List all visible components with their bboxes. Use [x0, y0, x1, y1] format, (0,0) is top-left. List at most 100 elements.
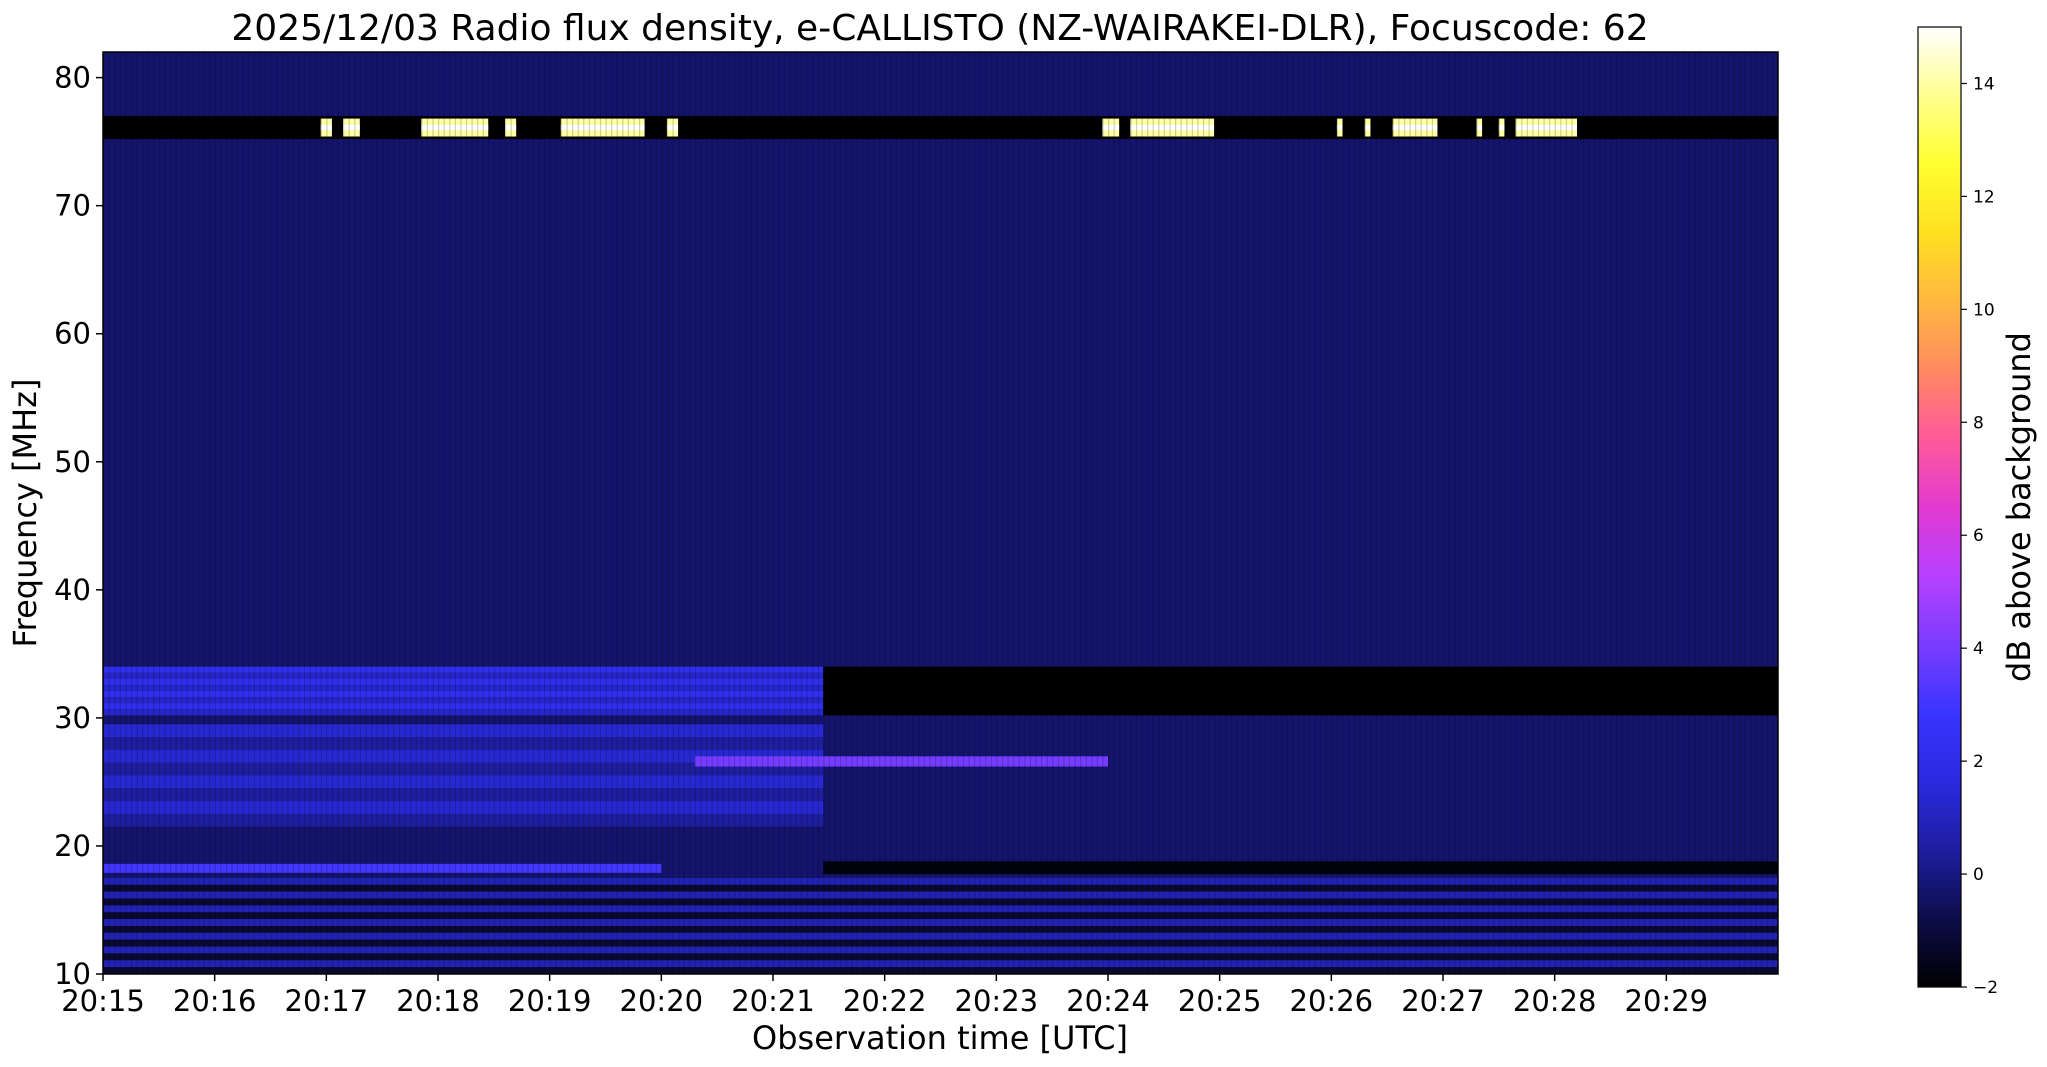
colorbar-ticks: −2 0 2 4 6 8 10 12 14 [1961, 74, 1998, 998]
noise-line [477, 52, 479, 974]
noise-line [968, 52, 970, 974]
noise-line [594, 52, 596, 974]
burst-core [505, 124, 517, 131]
noise-line [404, 52, 406, 974]
noise-line [890, 52, 892, 974]
noise-line [1068, 52, 1071, 974]
noise-line [1644, 52, 1646, 974]
noise-line [1158, 52, 1160, 974]
noise-line [119, 52, 121, 974]
noise-line [387, 52, 389, 974]
noise-line [237, 52, 239, 974]
noise-line [1214, 52, 1216, 974]
x-tick-label: 20:28 [1513, 984, 1597, 1018]
band-stripe [103, 684, 824, 691]
noise-texture [103, 52, 1774, 974]
x-tick-label: 20:24 [1066, 984, 1150, 1018]
plot-area [103, 52, 1778, 974]
noise-line [1738, 52, 1741, 974]
noise-line [817, 52, 819, 974]
noise-line [125, 52, 127, 974]
noise-line [1476, 52, 1478, 974]
noise-line [974, 52, 976, 974]
noise-line [1733, 52, 1735, 974]
noise-line [1493, 52, 1495, 974]
y-tick-label: 50 [54, 445, 91, 479]
feature-hf-band [103, 724, 824, 827]
noise-line [114, 52, 116, 974]
band-rect [103, 116, 1778, 140]
noise-line [1688, 52, 1690, 974]
noise-line [923, 52, 925, 974]
noise-line [572, 52, 574, 974]
noise-line [1085, 52, 1087, 974]
noise-line [1063, 52, 1065, 974]
noise-line [242, 52, 244, 974]
noise-line [990, 52, 992, 974]
noise-line [1716, 52, 1718, 974]
x-tick-label: 20:21 [731, 984, 815, 1018]
noise-line [415, 52, 417, 974]
band-stripe [103, 690, 824, 698]
burst-core [666, 124, 679, 131]
noise-line [1577, 52, 1579, 974]
noise-line [1387, 52, 1389, 974]
noise-line [1699, 52, 1702, 974]
noise-line [343, 52, 345, 974]
noise-line [1487, 52, 1489, 974]
noise-line [158, 52, 161, 974]
noise-line [1359, 52, 1361, 974]
noise-line [287, 52, 289, 974]
noise-line [197, 52, 200, 974]
noise-line [108, 52, 110, 974]
noise-line [276, 52, 278, 974]
noise-line [1498, 52, 1501, 974]
chart-title: 2025/12/03 Radio flux density, e-CALLIST… [231, 8, 1648, 49]
noise-line [884, 52, 886, 974]
noise-line [1253, 52, 1255, 974]
band-stripe [103, 749, 824, 763]
noise-line [1342, 52, 1344, 974]
noise-line [851, 52, 853, 974]
texture-stripe [103, 884, 1778, 892]
y-tick-label: 20 [54, 829, 91, 863]
colorbar-tick-label: 6 [1973, 526, 1984, 546]
noise-line [912, 52, 914, 974]
noise-line [426, 52, 429, 974]
colorbar: −2 0 2 4 6 8 10 12 14 dB above background [1917, 26, 2038, 998]
noise-line [354, 52, 356, 974]
noise-line [1431, 52, 1434, 974]
texture-stripe [103, 967, 1778, 974]
noise-line [142, 52, 144, 974]
noise-line [756, 52, 758, 974]
noise-line [259, 52, 261, 974]
noise-line [1677, 52, 1679, 974]
noise-line [1007, 52, 1009, 974]
burst-core [1498, 124, 1505, 131]
x-tick-label: 20:20 [620, 984, 704, 1018]
noise-line [996, 52, 998, 974]
colorbar-tick-label: 8 [1973, 413, 1984, 433]
noise-line [1186, 52, 1188, 974]
noise-line [521, 52, 523, 974]
burst-core [1392, 124, 1438, 131]
heatmap-layer [103, 52, 1778, 974]
noise-line [1057, 52, 1059, 974]
noise-line [862, 52, 864, 974]
texture-stripe [103, 912, 1778, 920]
colorbar-tick-label: 14 [1973, 74, 1995, 94]
noise-line [1247, 52, 1249, 974]
y-axis: 10 20 30 40 50 60 70 80 [54, 61, 103, 991]
texture-stripe [103, 932, 1778, 940]
noise-line [1230, 52, 1233, 974]
noise-line [1113, 52, 1115, 974]
colorbar-tick-label: 10 [1973, 300, 1995, 320]
noise-line [443, 52, 445, 974]
noise-line [209, 52, 211, 974]
noise-line [1348, 52, 1350, 974]
texture-stripe [103, 877, 1778, 885]
noise-line [672, 52, 674, 974]
noise-line [1169, 52, 1171, 974]
band-stripe [103, 737, 824, 750]
